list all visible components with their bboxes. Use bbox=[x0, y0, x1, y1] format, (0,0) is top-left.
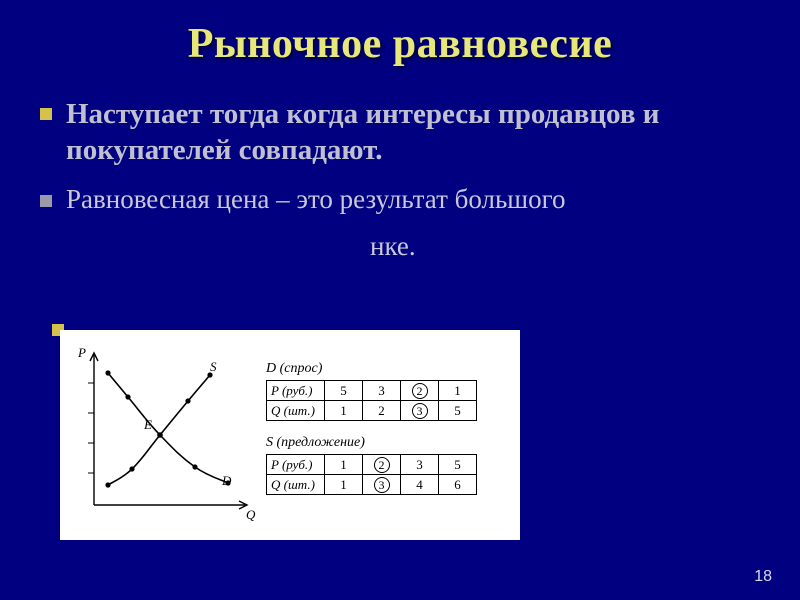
bullet-item-2: Равновесная цена – это результат большог… bbox=[40, 183, 760, 217]
svg-text:Q: Q bbox=[246, 507, 256, 522]
bullet-marker bbox=[40, 108, 52, 120]
cell: 4 bbox=[401, 475, 439, 495]
row-header: Q (шт.) bbox=[267, 401, 325, 421]
bullet-item-3-fragment: нке. bbox=[370, 230, 760, 264]
cell: 5 bbox=[439, 455, 477, 475]
cell: 1 bbox=[325, 455, 363, 475]
slide-title: Рыночное равновесие bbox=[40, 20, 760, 68]
supply-table: P (руб.)1235Q (шт.)1346 bbox=[266, 454, 477, 495]
svg-text:P: P bbox=[77, 345, 86, 360]
cell: 3 bbox=[401, 401, 439, 421]
supply-table-caption: S (предложение) bbox=[266, 435, 508, 451]
row-header: P (руб.) bbox=[267, 381, 325, 401]
supply-demand-chart: P Q D S E bbox=[60, 335, 260, 535]
svg-text:D: D bbox=[221, 473, 232, 488]
demand-table-caption: D (спрос) bbox=[266, 361, 508, 377]
cell: 1 bbox=[325, 401, 363, 421]
svg-text:S: S bbox=[210, 359, 217, 374]
bullet-text: нке. bbox=[370, 230, 416, 264]
equilibrium-figure: P Q D S E D (спрос) P (руб.)5321Q (шт.)1235 … bbox=[60, 330, 520, 540]
cell: 3 bbox=[363, 381, 401, 401]
cell: 3 bbox=[401, 455, 439, 475]
row-header: P (руб.) bbox=[267, 455, 325, 475]
row-header: Q (шт.) bbox=[267, 475, 325, 495]
cell: 2 bbox=[363, 401, 401, 421]
bullet-text: Равновесная цена – это результат большог… bbox=[66, 183, 566, 217]
slide: Рыночное равновесие Наступает тогда когд… bbox=[0, 0, 800, 600]
cell: 2 bbox=[363, 455, 401, 475]
svg-text:E: E bbox=[143, 417, 152, 432]
cell: 3 bbox=[363, 475, 401, 495]
cell: 1 bbox=[439, 381, 477, 401]
cell: 5 bbox=[325, 381, 363, 401]
bullet-item-1: Наступает тогда когда интересы продавцов… bbox=[40, 96, 760, 169]
cell: 6 bbox=[439, 475, 477, 495]
chart-svg: P Q D S E bbox=[60, 335, 260, 535]
cell: 2 bbox=[401, 381, 439, 401]
cell: 5 bbox=[439, 401, 477, 421]
bullet-text: Наступает тогда когда интересы продавцов… bbox=[66, 96, 760, 169]
tables-area: D (спрос) P (руб.)5321Q (шт.)1235 S (пре… bbox=[260, 351, 520, 519]
demand-table: P (руб.)5321Q (шт.)1235 bbox=[266, 380, 477, 421]
bullet-marker bbox=[40, 195, 52, 207]
cell: 1 bbox=[325, 475, 363, 495]
page-number: 18 bbox=[754, 568, 772, 586]
